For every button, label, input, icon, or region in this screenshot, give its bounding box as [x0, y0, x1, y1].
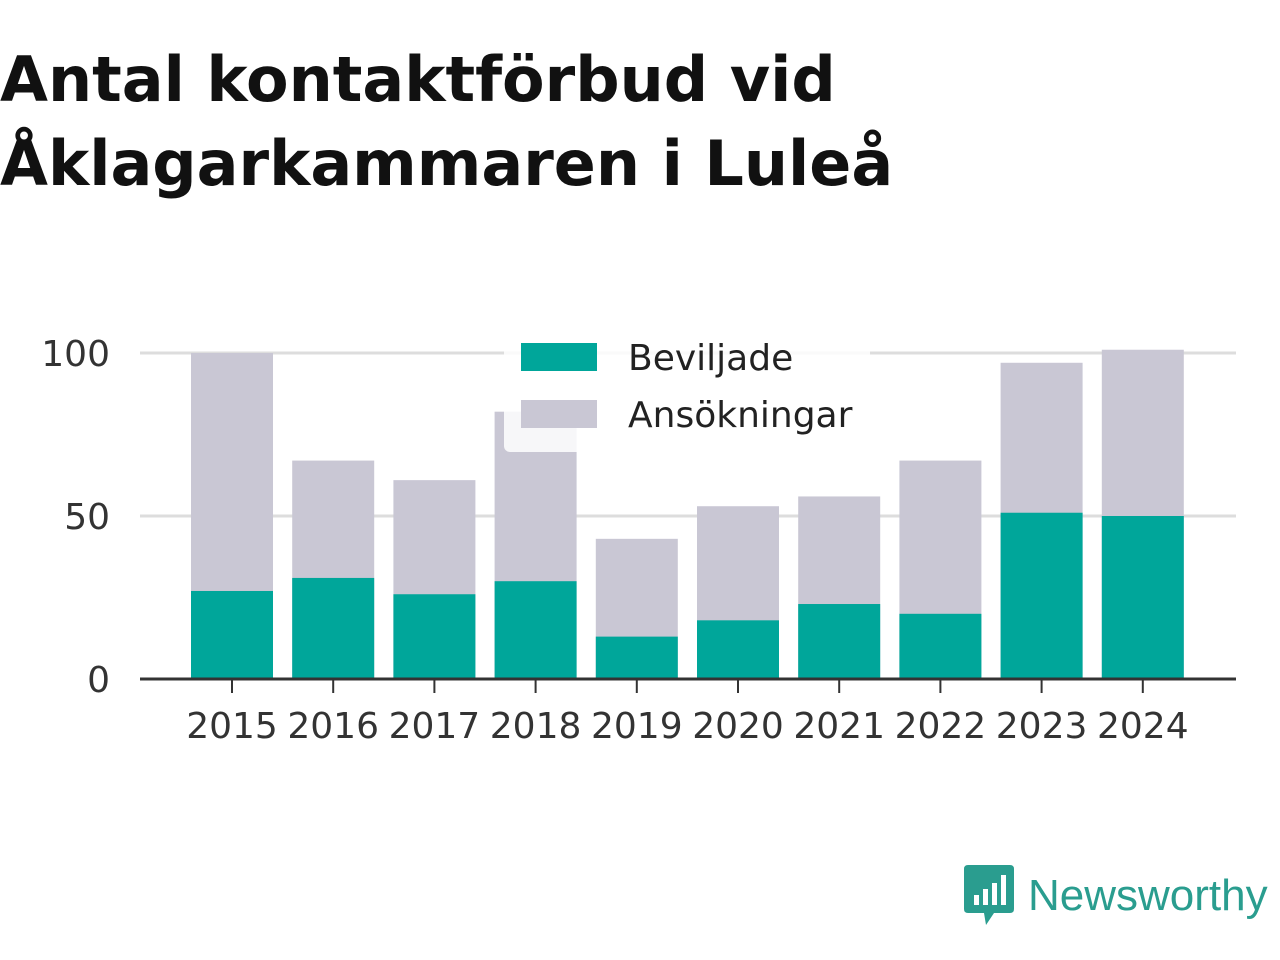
x-tick-label-2016: 2016: [287, 706, 379, 747]
x-tick-label-2020: 2020: [692, 706, 784, 747]
chart-title-line-1: Antal kontaktförbud vid: [0, 43, 836, 116]
bars: [191, 349, 1184, 679]
brand-logo: Newsworthy: [964, 864, 1268, 928]
y-tick-label: 50: [64, 497, 110, 538]
legend-label-ansokningar: Ansökningar: [628, 395, 853, 436]
bar-beviljade-2017: [393, 594, 476, 679]
chart-title: Antal kontaktförbud vid Åklagarkammaren …: [0, 38, 1000, 206]
bar-beviljade-2020: [697, 620, 779, 679]
bar-beviljade-2022: [899, 613, 982, 679]
bar-beviljade-2023: [1000, 512, 1083, 679]
bar-beviljade-2018: [494, 581, 577, 679]
y-tick-label: 100: [41, 334, 110, 375]
legend-label-beviljade: Beviljade: [628, 338, 793, 379]
chart-title-line-2: Åklagarkammaren i Luleå: [0, 127, 894, 200]
x-tick-label-2017: 2017: [389, 706, 481, 747]
x-tick-label-2021: 2021: [793, 706, 885, 747]
x-tick-label-2015: 2015: [186, 706, 278, 747]
legend: Beviljade Ansökningar: [504, 334, 870, 452]
brand-name: Newsworthy: [1028, 871, 1268, 920]
x-tick-label-2022: 2022: [895, 706, 987, 747]
newsworthy-logo-icon: [964, 865, 1014, 925]
x-tick-label-2024: 2024: [1097, 706, 1189, 747]
x-tick-label-2019: 2019: [591, 706, 683, 747]
bar-beviljade-2015: [191, 590, 273, 679]
bar-beviljade-2019: [595, 636, 678, 679]
legend-swatch-beviljade: [521, 343, 597, 371]
bar-beviljade-2021: [798, 604, 881, 679]
bar-beviljade-2016: [292, 577, 375, 679]
legend-swatch-ansokningar: [521, 400, 597, 428]
bar-beviljade-2024: [1101, 516, 1184, 679]
x-tick-label-2018: 2018: [490, 706, 582, 747]
y-tick-label: 0: [87, 660, 110, 701]
x-tick-label-2023: 2023: [996, 706, 1088, 747]
